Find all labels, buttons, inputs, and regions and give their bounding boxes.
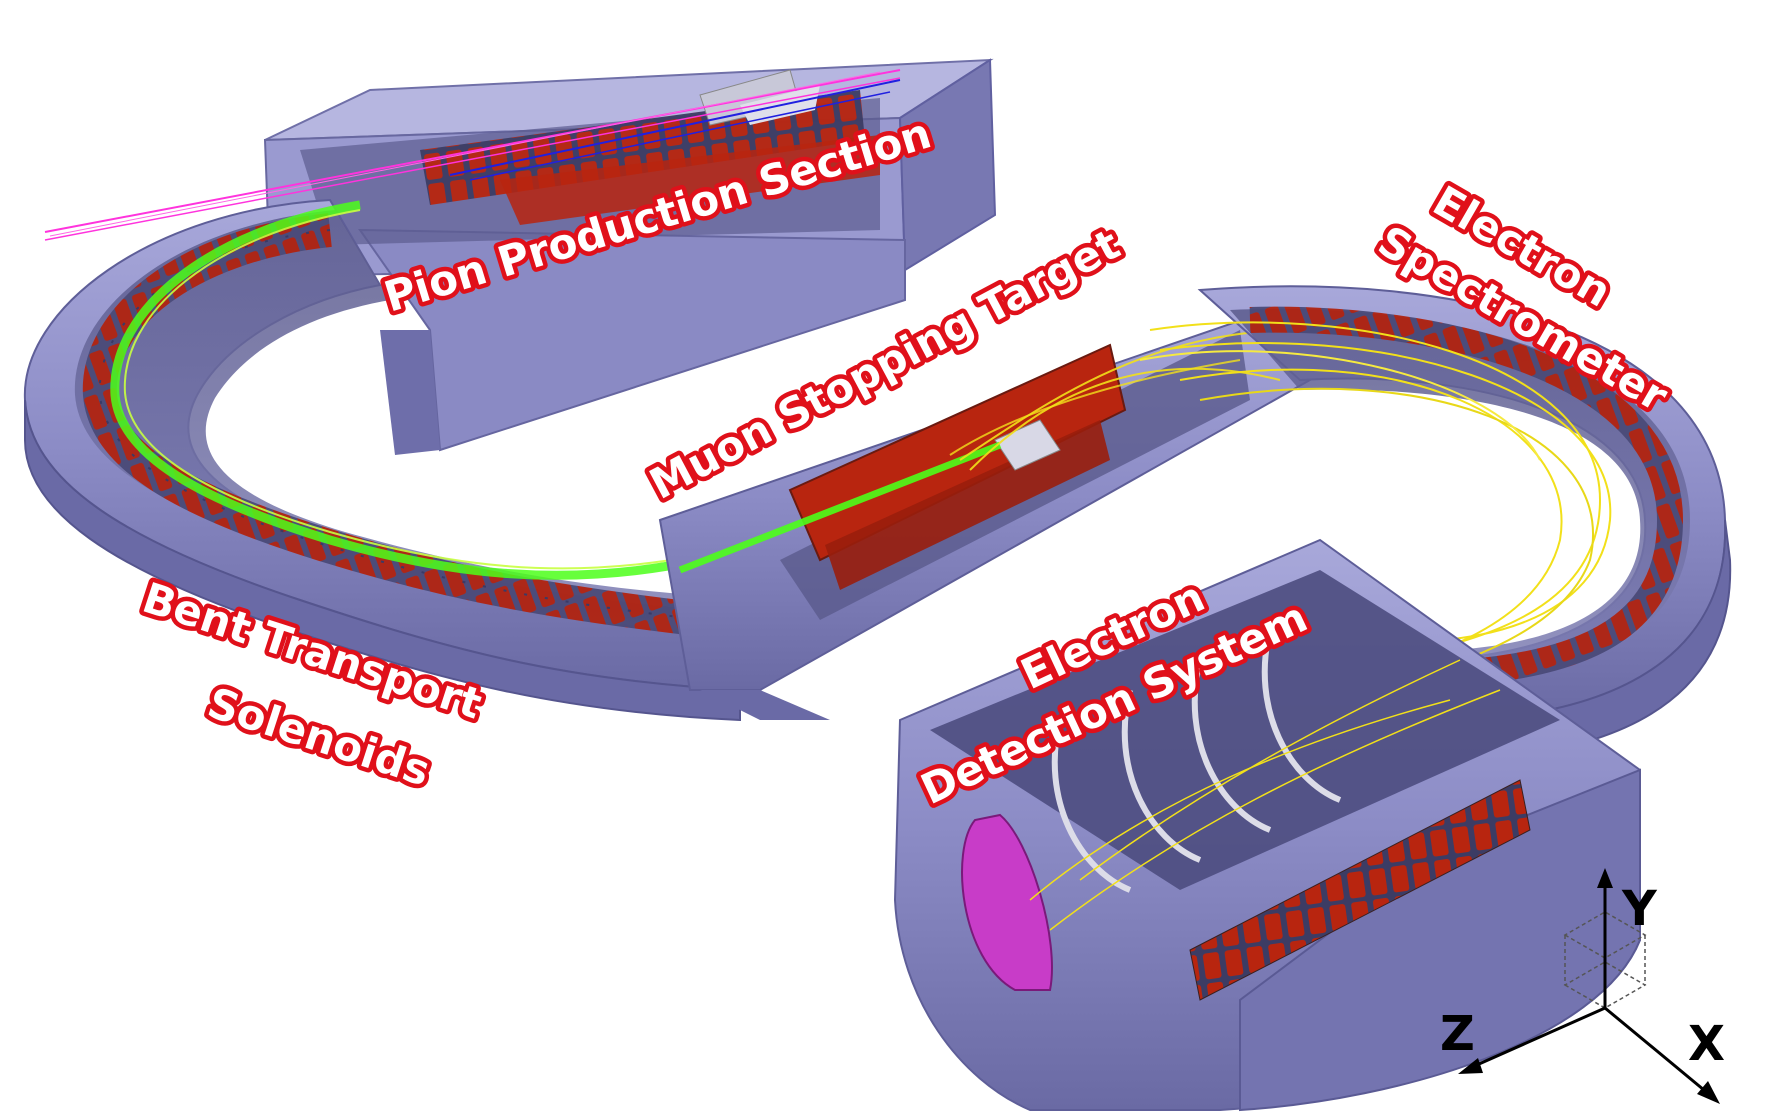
axis-label-z: Z [1440,1006,1475,1062]
pion-production-shield [263,58,997,455]
electron-detection-system [893,538,1641,1112]
proton-beam-tracks [44,69,901,241]
muon-stopping-section [658,298,1312,720]
bent-transport-solenoids [23,198,766,722]
coordinate-axes: Y Z X [1440,868,1725,1104]
axis-label-y: Y [1621,881,1658,937]
axis-label-x: X [1688,1016,1725,1072]
